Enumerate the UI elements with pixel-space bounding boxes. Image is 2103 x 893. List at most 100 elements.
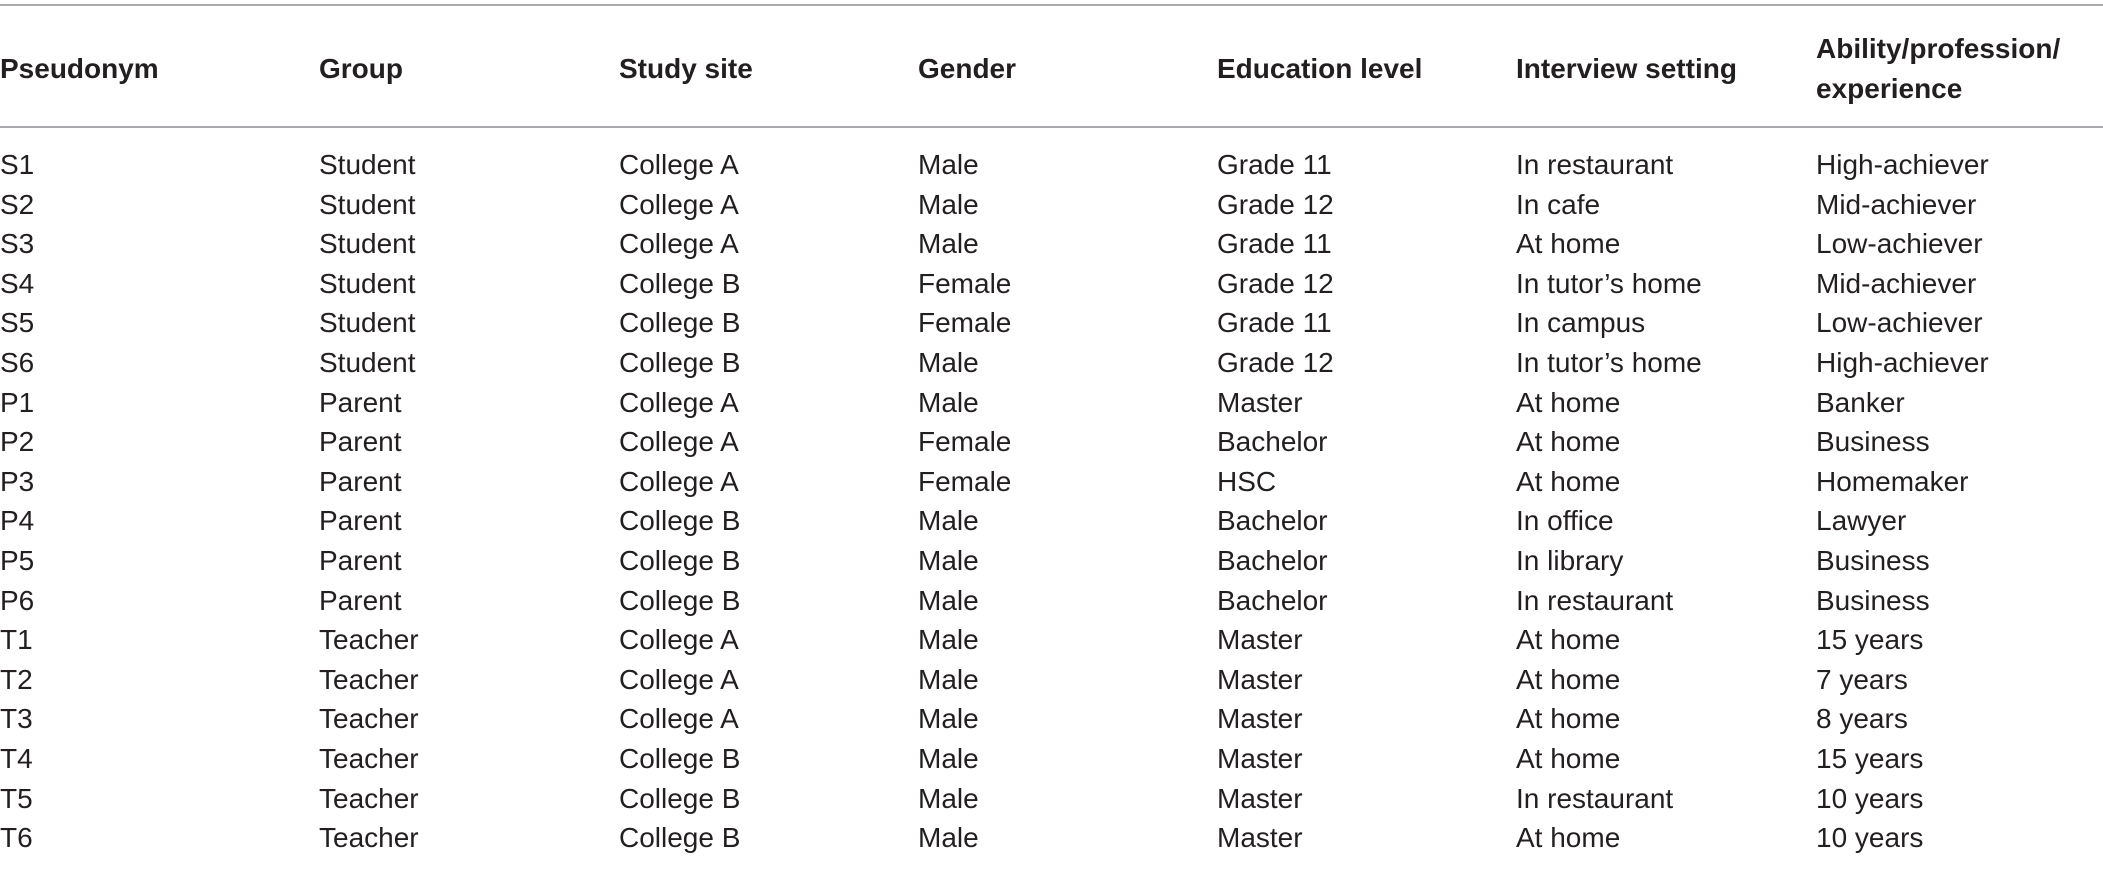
table-row: S1 Student College A Male Grade 11 In restaur… [0,145,2103,185]
cell-ability-profession-experience: Mid-achiever [1816,188,1977,220]
cell-gender: Male [918,544,979,576]
cell-gender: Male [918,228,979,260]
cell-education-level: Bachelor [1217,426,1328,458]
cell-study-site: College A [619,624,739,656]
cell-group: Teacher [319,822,419,854]
cell-study-site: College A [619,149,739,180]
cell-group: Student [319,267,416,299]
cell-pseudonym: S1 [0,149,35,180]
cell-interview-setting: At home [1516,703,1621,735]
cell-pseudonym: T1 [0,624,33,656]
cell-ability-profession-experience: Mid-achiever [1816,267,1977,299]
table-row: P6 Parent College B Male Bachelor In restaura… [0,581,2103,621]
cell-interview-setting: In tutor’s home [1516,267,1702,299]
cell-group: Student [319,188,416,220]
cell-study-site: College A [619,663,739,695]
table-row: S5 Student College B Female Grade 11 In campu… [0,303,2103,343]
cell-study-site: College A [619,386,739,418]
cell-gender: Female [918,426,1012,458]
cell-interview-setting: At home [1516,663,1621,695]
cell-group: Teacher [319,742,419,774]
cell-study-site: College A [619,188,739,220]
cell-education-level: Grade 11 [1217,228,1332,260]
cell-study-site: College B [619,505,741,537]
cell-gender: Male [918,346,979,378]
cell-ability-profession-experience: Business [1816,426,1930,458]
cell-gender: Male [918,188,979,220]
participants-table-body: S1 Student College A Male Grade 11 In restaur… [0,128,2103,858]
cell-interview-setting: In restaurant [1516,149,1674,180]
table-row: T1 Teacher College A Male Master At home 15 ye… [0,620,2103,660]
cell-gender: Male [918,822,979,854]
cell-pseudonym: P1 [0,386,35,418]
cell-education-level: Master [1217,822,1303,854]
cell-pseudonym: S4 [0,267,35,299]
cell-pseudonym: S2 [0,188,35,220]
cell-education-level: Grade 12 [1217,188,1334,220]
cell-ability-profession-experience: Homemaker [1816,465,1969,497]
cell-interview-setting: In restaurant [1516,782,1674,814]
table-row: T5 Teacher College B Male Master In restauran… [0,779,2103,819]
cell-interview-setting: In campus [1516,307,1646,339]
table-body: S1 Student College A Male Grade 11 In restaur… [0,128,2103,858]
cell-group: Student [319,307,416,339]
table-row: P5 Parent College B Male Bachelor In library B… [0,541,2103,581]
cell-pseudonym: P4 [0,505,35,537]
table-row: S4 Student College B Female Grade 12 In tutor… [0,264,2103,304]
header-gender: Gender [918,53,1017,84]
table-row: P4 Parent College B Male Bachelor In office La… [0,501,2103,541]
cell-group: Parent [319,584,402,616]
cell-study-site: College B [619,307,741,339]
table-row: P2 Parent College A Female Bachelor At home Bu… [0,422,2103,462]
cell-ability-profession-experience: Business [1816,584,1930,616]
cell-ability-profession-experience: High-achiever [1816,149,1989,180]
cell-pseudonym: S3 [0,228,35,260]
cell-pseudonym: T2 [0,663,33,695]
cell-gender: Female [918,267,1012,299]
table-row: P1 Parent College A Male Master At home Banker [0,383,2103,423]
cell-interview-setting: In library [1516,544,1624,576]
header-ability-line-1: Ability/profession/ [1816,33,2061,64]
cell-pseudonym: S6 [0,346,35,378]
table-row: T2 Teacher College A Male Master At home 7 yea… [0,660,2103,700]
cell-group: Teacher [319,782,419,814]
cell-study-site: College A [619,703,739,735]
cell-group: Parent [319,465,402,497]
cell-pseudonym: P5 [0,544,35,576]
cell-education-level: Master [1217,703,1303,735]
cell-interview-setting: At home [1516,465,1621,497]
cell-pseudonym: P6 [0,584,35,616]
cell-group: Student [319,228,416,260]
cell-group: Student [319,149,416,180]
cell-interview-setting: In office [1516,505,1614,537]
cell-gender: Male [918,742,979,774]
cell-ability-profession-experience: 15 years [1816,624,1924,656]
cell-education-level: Grade 12 [1217,346,1334,378]
cell-interview-setting: At home [1516,426,1621,458]
table-top-rule [0,4,2103,6]
cell-interview-setting: At home [1516,742,1621,774]
cell-ability-profession-experience: 10 years [1816,822,1924,854]
cell-education-level: Master [1217,386,1303,418]
cell-ability-profession-experience: Low-achiever [1816,228,1983,260]
cell-education-level: Master [1217,742,1303,774]
table-row: S3 Student College A Male Grade 11 At home Low… [0,224,2103,264]
cell-gender: Male [918,584,979,616]
cell-education-level: Master [1217,782,1303,814]
cell-pseudonym: T6 [0,822,33,854]
cell-gender: Male [918,782,979,814]
cell-ability-profession-experience: 7 years [1816,663,1908,695]
cell-group: Parent [319,386,402,418]
header-education-level: Education level [1217,53,1423,84]
cell-study-site: College B [619,822,741,854]
cell-group: Parent [319,544,402,576]
cell-group: Parent [319,505,402,537]
cell-gender: Male [918,386,979,418]
table-row: T3 Teacher College A Male Master At home 8 yea… [0,699,2103,739]
participants-table: Pseudonym Group Study site Gender Educat… [0,6,2103,126]
cell-gender: Male [918,663,979,695]
cell-group: Teacher [319,624,419,656]
table-header: Pseudonym Group Study site Gender Educat… [0,6,2103,126]
cell-ability-profession-experience: Business [1816,544,1930,576]
cell-interview-setting: At home [1516,228,1621,260]
